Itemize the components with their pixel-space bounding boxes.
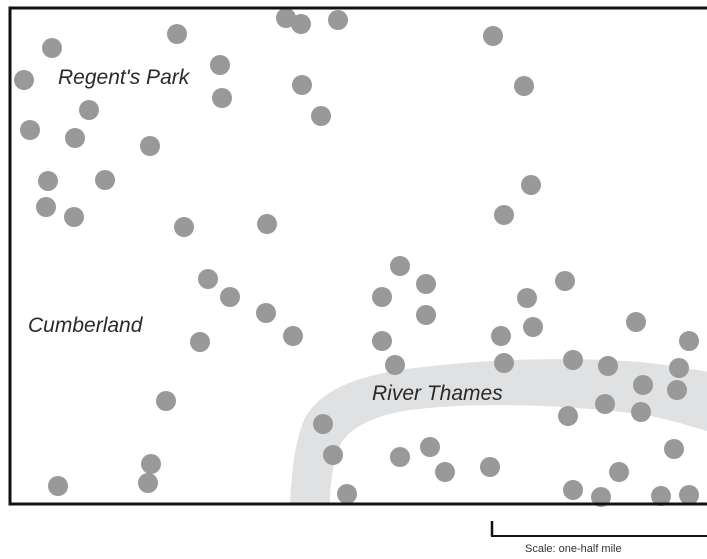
label-river-thames: River Thames	[372, 382, 503, 405]
case-dot	[390, 256, 410, 276]
case-dot	[36, 197, 56, 217]
case-dot	[323, 445, 343, 465]
case-dot	[292, 75, 312, 95]
case-dot	[141, 454, 161, 474]
case-dot	[283, 326, 303, 346]
case-dot	[480, 457, 500, 477]
case-dot	[563, 480, 583, 500]
case-dot	[385, 355, 405, 375]
case-dot	[558, 406, 578, 426]
case-dot	[633, 375, 653, 395]
case-dot	[372, 287, 392, 307]
scale-label: Scale: one-half mile	[525, 543, 622, 555]
case-dot	[626, 312, 646, 332]
case-dot	[664, 439, 684, 459]
case-dot	[140, 136, 160, 156]
case-dot	[679, 331, 699, 351]
case-dot	[138, 473, 158, 493]
case-dot	[591, 487, 611, 507]
case-dot	[521, 175, 541, 195]
case-dot	[311, 106, 331, 126]
scale-bar	[490, 521, 707, 537]
case-dot	[523, 317, 543, 337]
case-dot	[563, 350, 583, 370]
case-dot	[220, 287, 240, 307]
case-dot	[598, 356, 618, 376]
case-dot	[167, 24, 187, 44]
case-dot	[494, 205, 514, 225]
case-dot	[65, 128, 85, 148]
case-dot	[174, 217, 194, 237]
case-dot	[291, 14, 311, 34]
case-dot	[494, 353, 514, 373]
case-dot	[679, 485, 699, 505]
case-dot	[198, 269, 218, 289]
case-dot	[667, 380, 687, 400]
case-dot	[669, 358, 689, 378]
case-dot	[48, 476, 68, 496]
case-dot	[517, 288, 537, 308]
case-dot	[651, 486, 671, 506]
case-dot	[337, 484, 357, 504]
case-dot	[372, 331, 392, 351]
case-dot	[210, 55, 230, 75]
case-dot	[212, 88, 232, 108]
case-dot	[435, 462, 455, 482]
case-dot	[416, 274, 436, 294]
case-dot	[276, 8, 296, 28]
case-dot	[38, 171, 58, 191]
map-border	[8, 6, 707, 506]
case-dot	[79, 100, 99, 120]
case-dot	[416, 305, 436, 325]
case-dot	[313, 414, 333, 434]
case-dot	[609, 462, 629, 482]
case-dot	[328, 10, 348, 30]
case-dot	[257, 214, 277, 234]
label-regents-park: Regent's Park	[58, 66, 191, 89]
case-dots	[14, 8, 699, 507]
case-dot	[42, 38, 62, 58]
case-dot	[95, 170, 115, 190]
case-dot	[555, 271, 575, 291]
case-dot	[20, 120, 40, 140]
case-dot	[14, 70, 34, 90]
case-dot	[631, 402, 651, 422]
case-dot	[595, 394, 615, 414]
case-dot	[420, 437, 440, 457]
label-cumberland: Cumberland	[28, 314, 144, 337]
case-dot	[256, 303, 276, 323]
case-dot	[190, 332, 210, 352]
case-dot	[64, 207, 84, 227]
case-dot	[390, 447, 410, 467]
case-dot	[156, 391, 176, 411]
case-dot	[514, 76, 534, 96]
case-dot	[483, 26, 503, 46]
case-dot	[491, 326, 511, 346]
